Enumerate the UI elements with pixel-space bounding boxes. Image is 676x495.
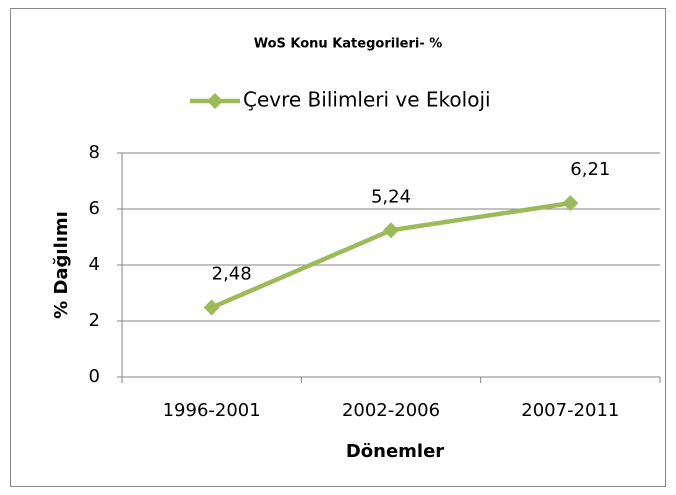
y-tick-label: 8: [89, 142, 100, 163]
data-label: 5,24: [371, 186, 411, 207]
y-tick-label: 0: [89, 366, 100, 387]
chart-title: WoS Konu Kategorileri- %: [254, 37, 443, 52]
legend-label: Çevre Bilimleri ve Ekoloji: [243, 88, 491, 112]
x-axis-title: Dönemler: [346, 441, 444, 462]
y-tick-label: 4: [89, 254, 100, 275]
data-label: 6,21: [570, 159, 610, 180]
data-point: [562, 195, 579, 212]
x-tick-label: 2007-2011: [521, 400, 619, 421]
y-tick-label: 2: [89, 310, 100, 331]
data-label: 2,48: [212, 264, 252, 285]
x-tick-label: 2002-2006: [342, 400, 440, 421]
y-tick-label: 6: [89, 198, 100, 219]
legend-marker: [207, 93, 223, 109]
x-tick-label: 1996-2001: [163, 400, 261, 421]
data-point: [383, 222, 399, 239]
y-axis-title: % Dağılımı: [51, 211, 72, 319]
data-point: [203, 299, 220, 316]
chart-border: [10, 8, 666, 487]
